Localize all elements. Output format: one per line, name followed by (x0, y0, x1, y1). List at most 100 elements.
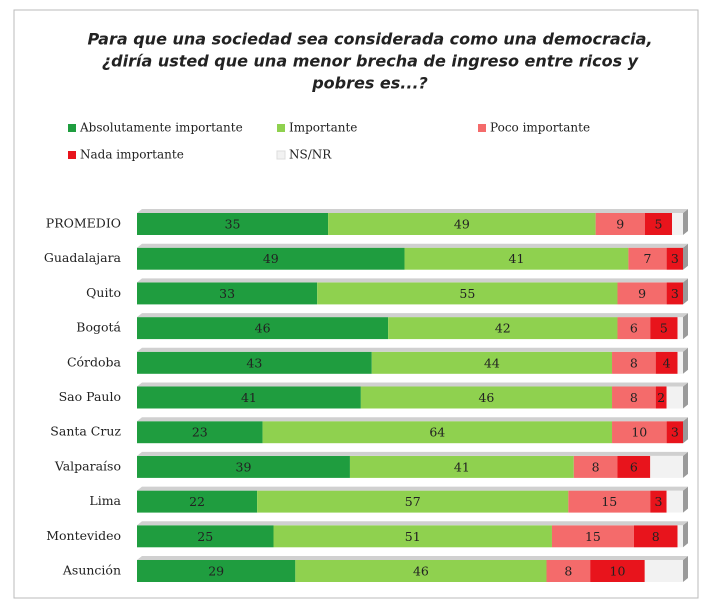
bar-top (137, 451, 688, 456)
bar-segment (650, 317, 678, 340)
data-label: 44 (484, 355, 500, 370)
category-label: Córdoba (67, 354, 122, 369)
bar-top (137, 313, 688, 318)
data-label: 10 (610, 564, 626, 579)
data-label: 10 (631, 425, 647, 440)
bar-segment (137, 317, 389, 340)
data-label: 35 (225, 217, 241, 232)
category-label: Bogotá (76, 320, 121, 335)
bar-depth (683, 451, 688, 478)
category-label: PROMEDIO (46, 216, 121, 231)
bar-segment (568, 490, 651, 513)
category-label: Santa Cruz (50, 424, 121, 439)
category-label: Quito (86, 285, 121, 300)
legend-label: Importante (289, 121, 357, 135)
legend-swatch (276, 150, 286, 160)
bar-segment (655, 351, 678, 374)
bar-segment (633, 525, 678, 548)
bar-depth (683, 243, 688, 270)
bar-segment (317, 282, 618, 305)
data-label: 8 (592, 459, 600, 474)
bar-depth (683, 382, 688, 409)
data-label: 57 (405, 494, 421, 509)
legend-swatch (68, 124, 76, 132)
bar-top (137, 347, 688, 352)
data-label: 4 (663, 355, 671, 370)
bar-segment (257, 490, 569, 513)
bar-top (137, 486, 688, 491)
bar-segment (137, 213, 329, 235)
bar-segment (655, 386, 667, 409)
bar-segment (650, 490, 667, 513)
bar-segment (137, 282, 318, 305)
data-label: 49 (454, 217, 470, 232)
category-label: Montevideo (46, 528, 121, 543)
bar-top (137, 417, 688, 422)
bar-segment (137, 560, 296, 582)
bar-segment (137, 455, 350, 478)
data-label: 3 (671, 425, 679, 440)
bar-depth (683, 556, 688, 582)
category-label: Guadalajara (44, 250, 122, 265)
bar-segment (371, 351, 613, 374)
category-label: Asunción (62, 563, 121, 578)
bar-segment (666, 386, 683, 409)
bar-segment (617, 455, 651, 478)
bar-segment (612, 386, 656, 409)
data-label: 9 (638, 286, 646, 301)
data-label: 5 (660, 321, 668, 336)
data-label: 46 (413, 564, 429, 579)
bar-segment (672, 213, 683, 235)
bar-depth (683, 347, 688, 374)
data-label: 41 (509, 251, 525, 266)
bar-segment (617, 317, 651, 340)
legend-swatch (478, 124, 486, 132)
data-label: 41 (241, 390, 257, 405)
category-label: Sao Paulo (59, 389, 121, 404)
data-label: 6 (630, 459, 638, 474)
bar-top (137, 209, 688, 213)
bar-segment (328, 213, 596, 235)
data-label: 22 (189, 494, 205, 509)
data-label: 49 (263, 251, 279, 266)
bar-segment (273, 525, 552, 548)
bar-segment (404, 247, 629, 270)
bar-segment (612, 421, 667, 444)
data-label: 15 (585, 529, 601, 544)
bar-depth (683, 209, 688, 235)
bar-depth (683, 313, 688, 340)
chart-title: ¿diría usted que una menor brecha de ing… (102, 52, 639, 71)
bar-depth (683, 278, 688, 305)
chart-title: pobres es...? (311, 74, 428, 93)
data-label: 3 (671, 251, 679, 266)
bar-depth (683, 486, 688, 513)
legend-swatch (277, 124, 285, 132)
bar-top (137, 278, 688, 283)
data-label: 8 (630, 390, 638, 405)
bar-segment (650, 455, 683, 478)
bar-segment (666, 490, 683, 513)
bar-depth (683, 417, 688, 444)
bar-segment (295, 560, 547, 582)
data-label: 39 (236, 459, 252, 474)
bar-segment (666, 247, 683, 270)
data-label: 33 (219, 286, 235, 301)
data-label: 64 (429, 425, 445, 440)
data-label: 9 (616, 217, 624, 232)
bar-segment (388, 317, 618, 340)
data-label: 3 (671, 286, 679, 301)
bar-segment (590, 560, 645, 582)
data-label: 2 (657, 390, 665, 405)
data-label: 15 (601, 494, 617, 509)
category-label: Lima (89, 493, 121, 508)
data-label: 5 (654, 217, 662, 232)
bar-segment (677, 351, 683, 374)
bar-segment (628, 247, 667, 270)
bar-segment (573, 455, 618, 478)
data-label: 43 (246, 355, 262, 370)
chart-title: Para que una sociedad sea considerada co… (87, 30, 652, 49)
bar-top (137, 556, 688, 560)
bar-segment (612, 351, 656, 374)
data-label: 23 (192, 425, 208, 440)
